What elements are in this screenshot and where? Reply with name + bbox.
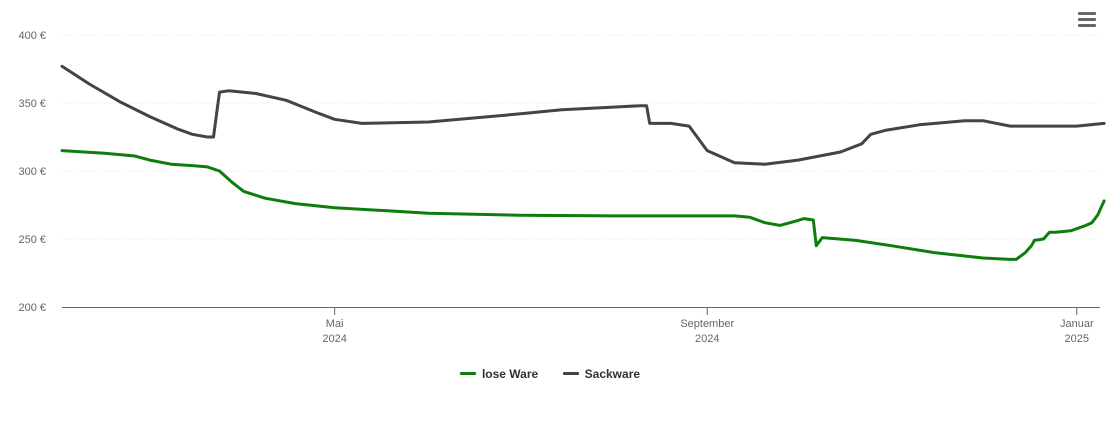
legend-swatch	[562, 372, 579, 375]
x-tick-label: Januar	[1060, 318, 1094, 330]
chart-menu-button[interactable]	[1078, 12, 1096, 28]
x-tick-year: 2025	[1065, 333, 1089, 345]
y-tick-label: 200 €	[18, 302, 46, 314]
y-tick-label: 250 €	[18, 234, 46, 246]
legend-item-lose-ware[interactable]: lose Ware	[459, 366, 539, 381]
series-lines	[60, 64, 1106, 261]
y-tick-label: 350 €	[18, 98, 46, 110]
legend-item-sackware[interactable]: Sackware	[562, 366, 641, 381]
legend-swatch	[459, 372, 476, 375]
hamburger-menu-icon	[1078, 12, 1096, 15]
series-line-sackware[interactable]	[60, 64, 1106, 166]
x-tick-year: 2024	[695, 333, 719, 345]
x-tick-label: September	[680, 318, 734, 330]
y-tick-label: 400 €	[18, 30, 46, 42]
x-tick-label: Mai	[326, 318, 344, 330]
gridlines	[62, 34, 1100, 240]
y-axis: 200 € 250 € 300 € 350 € 400 €	[18, 30, 46, 314]
y-tick-label: 300 €	[18, 166, 46, 178]
x-tick-year: 2024	[322, 333, 346, 345]
series-line-lose-ware[interactable]	[60, 149, 1106, 261]
legend-label: lose Ware	[481, 366, 539, 381]
line-chart: 200 € 250 € 300 € 350 € 400 € Mai 2024 Septemb…	[18, 30, 1106, 345]
x-axis: Mai 2024 September 2024 Januar 2025	[62, 307, 1100, 345]
legend: lose Ware Sackware	[0, 362, 1100, 381]
legend-label: Sackware	[584, 366, 641, 381]
